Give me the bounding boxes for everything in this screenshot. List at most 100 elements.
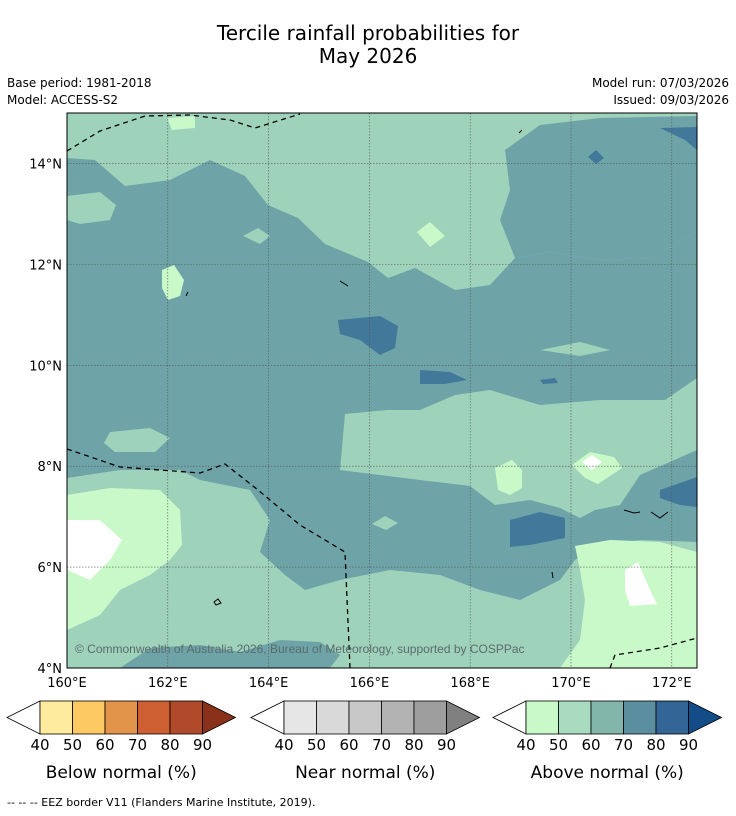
lat-tick-label: 6°N (38, 561, 63, 576)
region-above-60 (104, 428, 170, 452)
lat-tick-label: 4°N (38, 662, 63, 677)
colorbar-label: Below normal (%) (46, 763, 197, 783)
colorbar-swatch (39, 700, 73, 735)
colorbar-tick-label: 50 (307, 736, 326, 754)
lon-tick-label: 172°E (652, 676, 692, 691)
region-above-60 (540, 342, 610, 356)
issued-date: Issued: 09/03/2026 (613, 93, 729, 107)
colorbar-swatch (72, 700, 106, 735)
probability-map: © Commonwealth of Australia 2026, Bureau… (67, 113, 697, 668)
model-info: Base period: 1981-2018 Model: ACCESS-S2 (7, 75, 152, 109)
title-line-2: May 2026 (318, 44, 418, 68)
lon-tick-label: 162°E (148, 676, 188, 691)
lon-tick-label: 160°E (47, 676, 87, 691)
colorbar-over-triangle (202, 700, 237, 735)
colorbar-tick-label: 50 (549, 736, 568, 754)
model-run-date: Model run: 07/03/2026 (591, 76, 729, 90)
lon-tick-label: 168°E (450, 676, 490, 691)
region-above-80 (540, 378, 558, 384)
base-period: Base period: 1981-2018 (7, 76, 152, 90)
region-above-40 (560, 540, 697, 668)
lat-tick-label: 12°N (29, 258, 62, 273)
longitude-labels: 160°E 162°E 164°E 166°E 168°E 170°E 172°E (47, 676, 691, 691)
colorbar-under-triangle (6, 700, 41, 735)
lon-tick-label: 166°E (350, 676, 390, 691)
colorbar-tick-label: 40 (30, 736, 49, 754)
colorbar-tick-label: 90 (679, 736, 698, 754)
lon-tick-label: 164°E (249, 676, 289, 691)
lat-tick-label: 10°N (29, 359, 62, 374)
colorbar-swatch (137, 700, 171, 735)
colorbar-swatch (316, 700, 350, 735)
legend-2: 40 50 60 70 80 90 Above normal (%) (492, 700, 723, 783)
region-above-70 (67, 158, 697, 600)
colorbar-tick-label: 70 (614, 736, 633, 754)
lon-tick-label: 170°E (551, 676, 591, 691)
region-above-70 (500, 116, 697, 260)
colorbar-label: Above normal (%) (531, 763, 684, 783)
colorbar-tick-label: 60 (95, 736, 114, 754)
eez-borders (67, 113, 697, 668)
colorbar-swatch (590, 700, 624, 735)
colorbar-over-triangle (688, 700, 723, 735)
region-below-40 (625, 562, 657, 606)
colorbar-tick-label: 60 (581, 736, 600, 754)
region-above-80 (588, 150, 604, 164)
region-above-40 (167, 116, 195, 130)
colorbar-tick-label: 40 (516, 736, 535, 754)
colorbar-tick-label: 80 (646, 736, 665, 754)
colorbar-swatch (381, 700, 415, 735)
region-above-60 (67, 192, 116, 224)
region-below-40 (582, 455, 602, 470)
colorbar-swatch (655, 700, 689, 735)
colorbar-swatch (104, 700, 138, 735)
latitude-labels: 4°N 6°N 8°N 10°N 12°N 14°N (29, 157, 62, 677)
colorbar-legends: 40 50 60 70 80 90 Below normal (%) 40 50 60 70 80 90… (6, 700, 723, 783)
colorbar-tick-label: 70 (128, 736, 147, 754)
eez-footnote: -- -- -- EEZ border V11 (Flanders Marine… (7, 796, 316, 809)
lat-tick-label: 14°N (29, 157, 62, 172)
colorbar-tick-label: 90 (437, 736, 456, 754)
region-above-40 (495, 460, 522, 495)
region-above-60 (372, 516, 398, 530)
colorbar-tick-label: 60 (339, 736, 358, 754)
colorbar-tick-label: 70 (372, 736, 391, 754)
region-above-80 (338, 316, 398, 355)
region-above-80 (660, 477, 697, 507)
colorbar-swatch (525, 700, 559, 735)
colorbar-tick-label: 50 (63, 736, 82, 754)
colorbar-under-triangle (492, 700, 527, 735)
region-above-70 (120, 640, 340, 668)
region-above-80 (510, 512, 565, 547)
region-above-80 (420, 370, 467, 384)
colorbar-under-triangle (250, 700, 285, 735)
region-above-80 (660, 127, 697, 150)
colorbar-tick-label: 80 (160, 736, 179, 754)
colorbar-swatch (169, 700, 203, 735)
colorbar-swatch (348, 700, 382, 735)
colorbar-tick-label: 90 (193, 736, 212, 754)
region-above-40 (417, 222, 445, 247)
title-line-1: Tercile rainfall probabilities for (216, 21, 520, 45)
region-below-40 (67, 520, 122, 580)
colorbar-label: Near normal (%) (295, 763, 435, 783)
legend-0: 40 50 60 70 80 90 Below normal (%) (6, 700, 237, 783)
map-frame (66, 112, 698, 669)
copyright-notice: © Commonwealth of Australia 2026, Bureau… (75, 642, 525, 656)
colorbar-swatch (623, 700, 657, 735)
map-title: Tercile rainfall probabilities for May 2… (0, 22, 736, 68)
island-outlines (185, 129, 669, 606)
colorbar-tick-label: 40 (274, 736, 293, 754)
region-above-60 (243, 228, 270, 244)
colorbar-over-triangle (446, 700, 481, 735)
model-name: Model: ACCESS-S2 (7, 93, 119, 107)
lat-tick-label: 8°N (38, 460, 63, 475)
run-info: Model run: 07/03/2026 Issued: 09/03/2026 (592, 75, 729, 109)
colorbar-tick-label: 80 (404, 736, 423, 754)
gridlines (67, 113, 697, 668)
colorbar-swatch (413, 700, 447, 735)
region-above-40 (572, 452, 622, 484)
colorbar-swatch (283, 700, 317, 735)
